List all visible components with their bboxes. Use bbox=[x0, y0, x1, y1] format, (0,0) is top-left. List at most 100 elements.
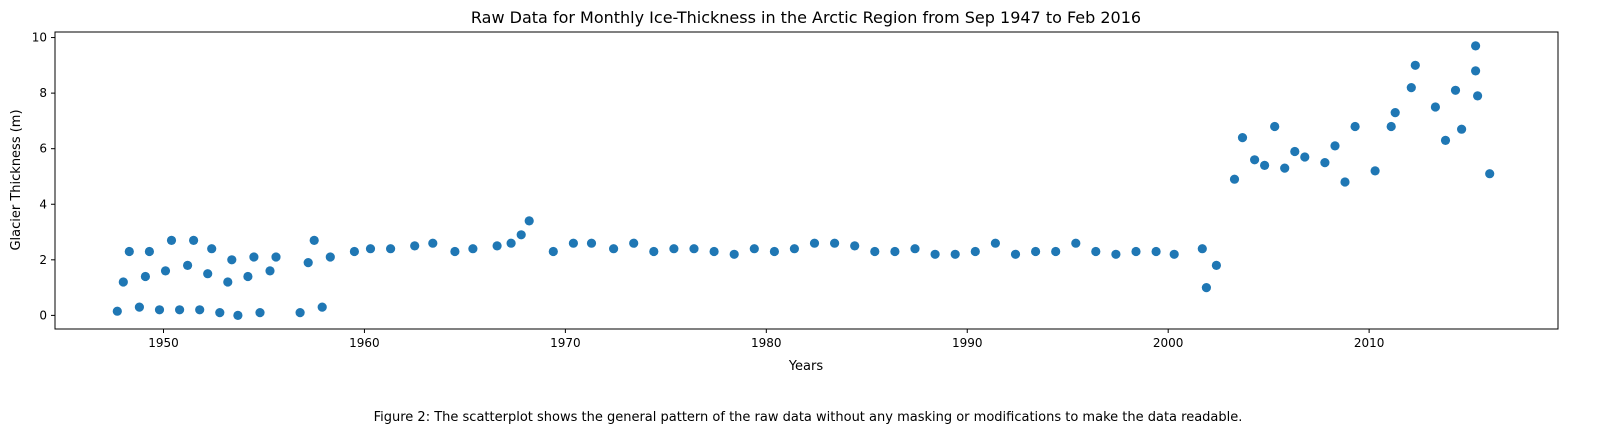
data-point bbox=[1280, 163, 1290, 173]
data-point bbox=[890, 246, 900, 257]
data-point bbox=[118, 277, 128, 287]
x-tick-label: 1950 bbox=[148, 336, 179, 350]
data-point bbox=[1010, 249, 1021, 259]
data-point bbox=[1330, 141, 1340, 151]
x-tick-label: 1970 bbox=[550, 336, 581, 350]
x-tick-label: 1960 bbox=[349, 336, 380, 350]
data-point bbox=[249, 252, 259, 262]
data-point bbox=[1071, 238, 1081, 248]
data-point bbox=[175, 305, 185, 315]
data-point bbox=[410, 241, 420, 251]
data-point bbox=[1350, 121, 1360, 132]
data-point bbox=[769, 246, 780, 257]
data-point bbox=[428, 238, 438, 248]
data-point bbox=[524, 216, 534, 226]
x-axis-label: Years bbox=[788, 359, 824, 374]
data-point bbox=[1131, 246, 1141, 257]
data-point bbox=[203, 269, 213, 279]
data-point bbox=[689, 244, 699, 254]
x-tick-label: 1980 bbox=[751, 336, 782, 350]
data-point bbox=[1237, 133, 1248, 143]
data-point bbox=[1201, 283, 1211, 293]
data-point bbox=[1229, 174, 1240, 184]
x-tick-label: 2000 bbox=[1153, 336, 1184, 350]
data-point bbox=[309, 235, 319, 245]
data-point bbox=[1197, 244, 1207, 254]
data-point bbox=[506, 238, 516, 248]
data-point bbox=[295, 308, 305, 318]
data-point bbox=[1320, 158, 1330, 168]
data-point bbox=[207, 244, 217, 254]
data-point bbox=[233, 310, 243, 320]
data-point bbox=[112, 306, 122, 316]
x-tick-label: 2010 bbox=[1354, 336, 1385, 350]
data-point bbox=[365, 244, 376, 254]
data-point bbox=[160, 266, 171, 276]
scatter-chart: 1950 1960 1970 1980 1990 2000 2010 0 2 4 6 8 10 Raw… bbox=[9, 8, 1559, 374]
figure-caption: Figure 2: The scatterplot shows the gene… bbox=[373, 410, 1243, 425]
y-tick-label: 2 bbox=[39, 253, 47, 267]
data-point bbox=[227, 255, 237, 265]
data-point bbox=[255, 308, 265, 318]
data-point bbox=[930, 249, 940, 259]
data-point bbox=[1440, 135, 1451, 145]
data-point bbox=[124, 246, 134, 257]
data-point bbox=[1211, 260, 1221, 270]
data-point bbox=[243, 271, 253, 282]
data-point bbox=[649, 246, 659, 257]
data-point bbox=[1270, 121, 1280, 132]
data-point bbox=[492, 241, 502, 251]
data-point bbox=[349, 246, 359, 257]
data-point bbox=[910, 244, 920, 254]
data-point bbox=[1151, 246, 1161, 257]
data-point bbox=[303, 258, 313, 268]
data-point bbox=[629, 238, 639, 248]
data-point bbox=[183, 260, 193, 270]
plot-area-frame bbox=[54, 31, 1559, 330]
data-point bbox=[1091, 246, 1101, 257]
data-point bbox=[870, 246, 880, 257]
data-point bbox=[970, 246, 980, 257]
data-point bbox=[1260, 160, 1270, 170]
data-points-layer bbox=[112, 41, 1495, 320]
data-point bbox=[1386, 121, 1396, 132]
data-point bbox=[789, 244, 800, 254]
data-point bbox=[134, 302, 144, 312]
x-tick-label: 1990 bbox=[952, 336, 983, 350]
data-point bbox=[1473, 91, 1483, 101]
y-tick-label: 6 bbox=[39, 142, 47, 156]
data-point bbox=[1410, 60, 1420, 70]
y-axis-label: Glacier Thickness (m) bbox=[9, 109, 24, 250]
data-point bbox=[1370, 166, 1380, 176]
data-point bbox=[140, 271, 150, 282]
data-point bbox=[1485, 169, 1495, 179]
data-point bbox=[144, 246, 154, 257]
data-point bbox=[568, 238, 579, 248]
data-point bbox=[609, 244, 619, 254]
x-axis: 1950 1960 1970 1980 1990 2000 2010 bbox=[148, 329, 1384, 350]
data-point bbox=[1300, 152, 1310, 162]
y-tick-label: 8 bbox=[39, 86, 47, 100]
data-point bbox=[1430, 102, 1440, 112]
data-point bbox=[1457, 124, 1467, 134]
data-point bbox=[1051, 246, 1061, 257]
data-point bbox=[271, 252, 281, 262]
data-point bbox=[166, 235, 177, 245]
data-point bbox=[1290, 146, 1300, 157]
y-tick-label: 10 bbox=[32, 31, 47, 45]
data-point bbox=[450, 246, 460, 257]
data-point bbox=[468, 244, 478, 254]
data-point bbox=[1031, 246, 1041, 257]
data-point bbox=[586, 238, 597, 248]
data-point bbox=[950, 249, 960, 259]
data-point bbox=[1340, 177, 1350, 187]
data-point bbox=[729, 249, 739, 259]
data-point bbox=[215, 308, 225, 318]
data-point bbox=[1111, 249, 1121, 259]
data-point bbox=[809, 238, 820, 248]
data-point bbox=[1390, 108, 1400, 118]
data-point bbox=[386, 244, 396, 254]
data-point bbox=[830, 238, 840, 248]
data-point bbox=[1406, 83, 1416, 93]
